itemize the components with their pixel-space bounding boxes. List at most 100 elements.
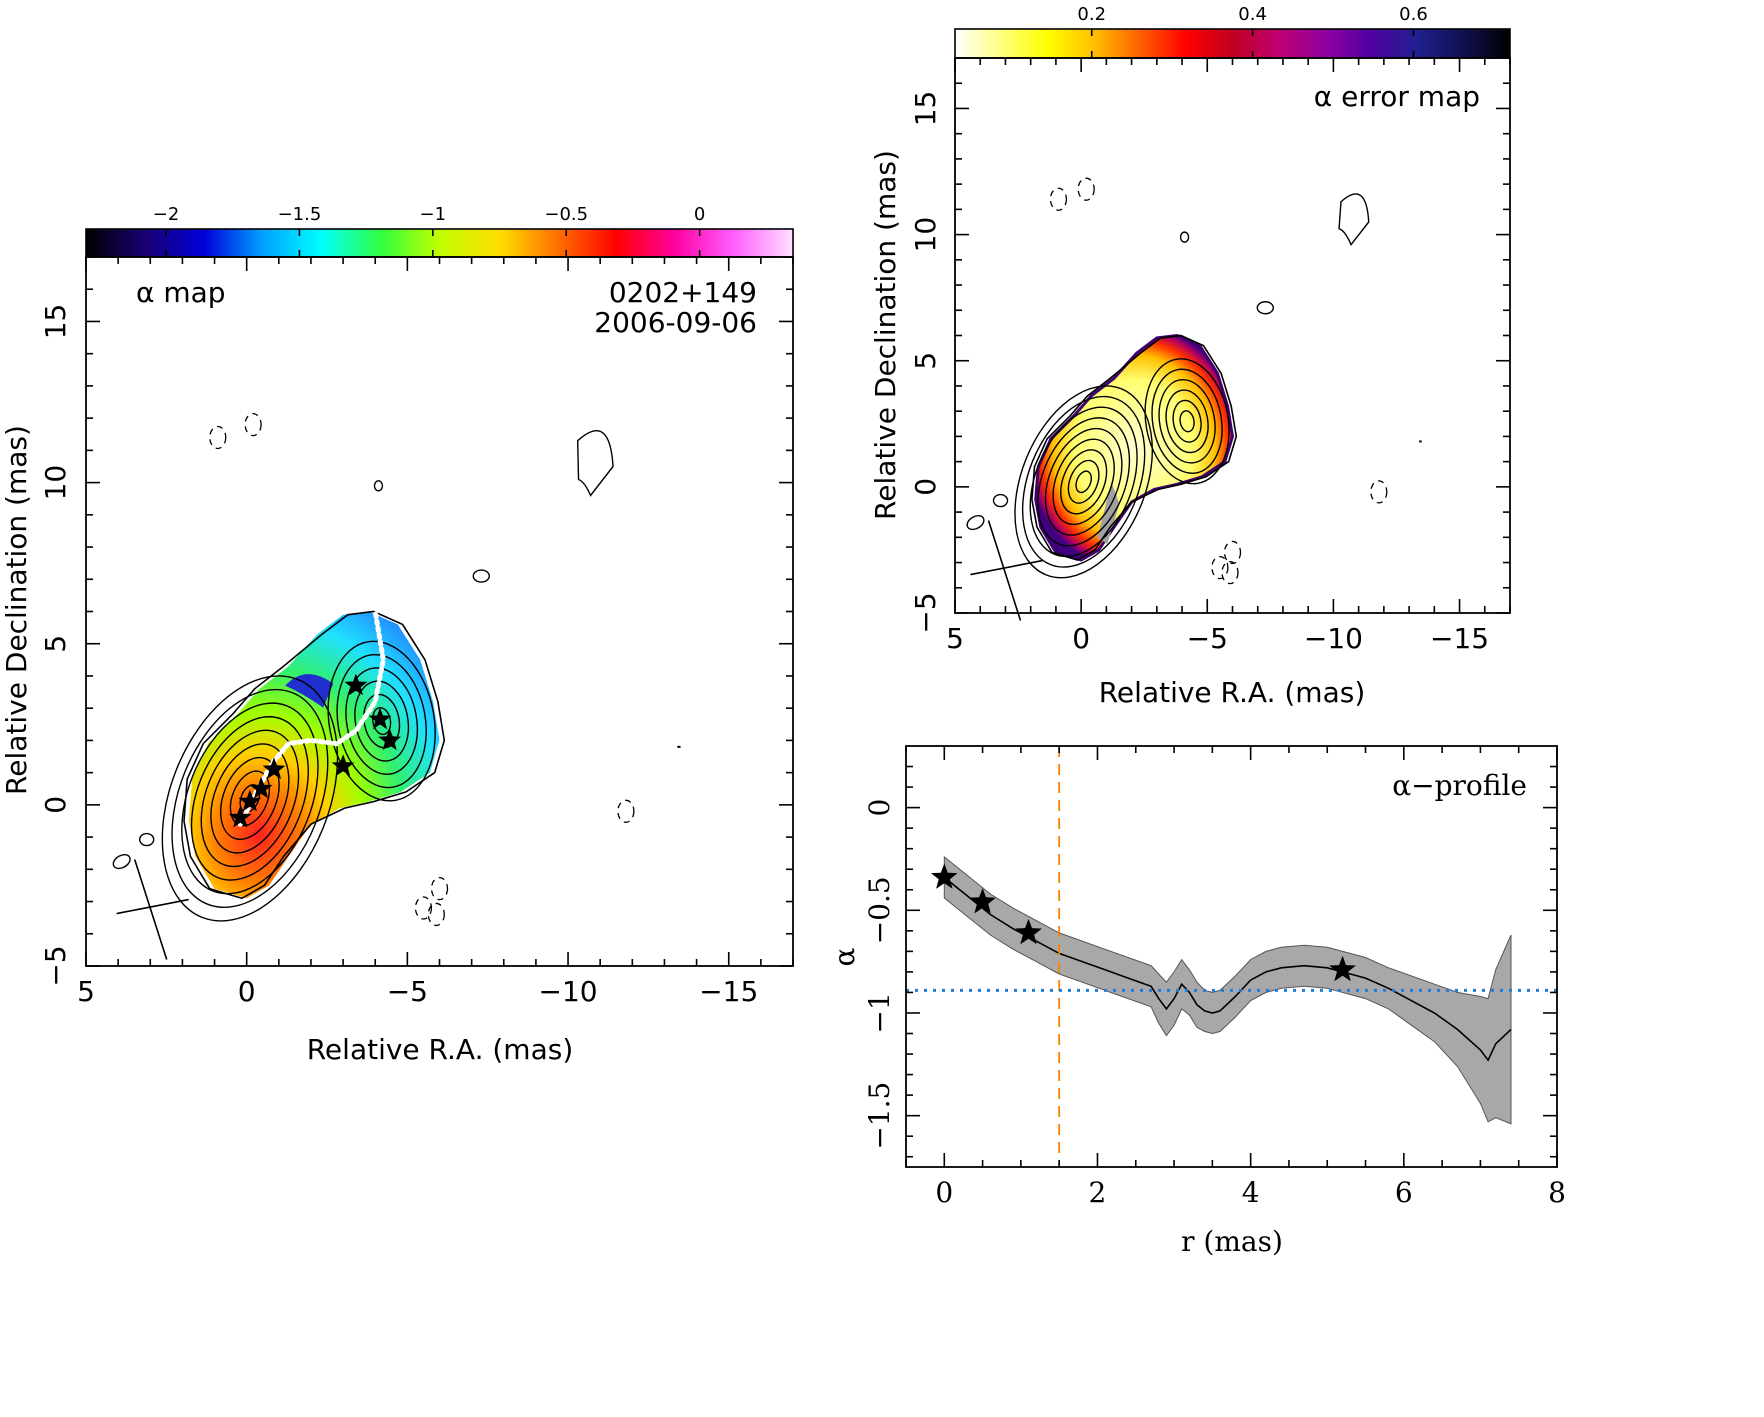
contour-core	[1060, 449, 1108, 515]
error-map-ylabel: Relative Declination (mas)	[869, 150, 902, 520]
contour-spot	[1179, 231, 1190, 243]
alpha-colorbar-gradient	[85, 228, 794, 258]
alpha-map-y-tick-label: 0	[39, 796, 72, 814]
contour-core	[1067, 459, 1100, 504]
observation-date: 2006-09-06	[594, 306, 757, 339]
alpha-field	[112, 412, 681, 960]
contour-core	[190, 716, 309, 881]
contour-negative	[1223, 540, 1242, 565]
profile-x-tick-label: 0	[935, 1176, 953, 1209]
component-star	[228, 805, 252, 828]
contour-core	[1044, 427, 1123, 536]
profile-y-tick-label: 0	[863, 799, 896, 817]
alpha-colorbar-tick-label: 0	[694, 204, 705, 225]
beam-cross	[987, 520, 1022, 621]
profile-xlabel: r (mas)	[1181, 1225, 1283, 1258]
error-map-ticks: 5 0 −5 −10 −15 −5 0 5 10 15	[909, 57, 1511, 655]
beam-cross	[970, 559, 1043, 576]
contour-negative	[427, 902, 445, 927]
contour-outer	[1031, 334, 1238, 561]
contour-negative	[244, 412, 262, 437]
contour-knot	[1151, 368, 1223, 474]
error-map-x-tick-label: 0	[1072, 622, 1090, 655]
alpha-error-map-panel: 0.2 0.4 0.6 5 0 −5 −10 −15 −5 0 5 10 15 α error map…	[869, 4, 1511, 709]
contour-core	[200, 729, 300, 868]
alpha-color-field	[188, 611, 440, 899]
contour-negative	[209, 425, 227, 450]
contour-knot	[1144, 358, 1230, 485]
profile-y-tick-label: −0.5	[863, 876, 896, 944]
contour-core	[1052, 438, 1115, 526]
alpha-colorbar-tick-label: −2	[153, 204, 180, 225]
profile-plot	[906, 746, 1557, 1167]
error-colorbar: 0.2 0.4 0.6	[954, 4, 1511, 59]
alpha-map-x-tick-label: 5	[77, 975, 95, 1008]
contour-knot	[1158, 378, 1216, 464]
contour-knot	[1172, 399, 1202, 443]
profile-line	[943, 876, 1512, 1062]
profile-x-tick-label: 4	[1242, 1176, 1260, 1209]
alpha-profile-panel: 0 2 4 6 8 0 −0.5 −1 −1.5 α−profile r (mas) α	[828, 745, 1566, 1258]
contour-spot	[1338, 193, 1370, 247]
contour-spot	[472, 569, 490, 583]
contour-spot	[1256, 301, 1274, 315]
contour-negative	[617, 799, 635, 823]
error-map-x-tick-label: −10	[1304, 622, 1363, 655]
contour-negative	[1077, 177, 1095, 201]
error-map-x-tick-label: 5	[946, 622, 964, 655]
alpha-map-x-tick-label: −15	[699, 975, 758, 1008]
contour-knot	[372, 707, 392, 736]
contour-core	[171, 688, 329, 908]
contour-negative	[1211, 555, 1229, 580]
component-star	[344, 673, 368, 696]
error-color-field	[1034, 333, 1235, 562]
component-star	[368, 707, 392, 730]
error-map-title: α error map	[1314, 80, 1480, 113]
alpha-map-y-tick-label: 10	[39, 465, 72, 501]
profile-y-tick-label: −1	[863, 992, 896, 1033]
error-colorbar-tick-label: 0.2	[1077, 4, 1106, 25]
profile-ticks: 0 2 4 6 8 0 −0.5 −1 −1.5	[863, 746, 1566, 1209]
error-map-y-tick-label: 15	[909, 91, 942, 127]
profile-error-band	[943, 855, 1512, 1125]
contour-core	[181, 702, 319, 895]
component-star	[378, 728, 402, 751]
alpha-map-panel: −2 −1.5 −1 −0.5 0 5 0 −5 −10 −15 −5 0 5 10 15 α map 0…	[0, 204, 794, 1066]
alpha-map-ylabel: Relative Declination (mas)	[0, 425, 33, 795]
contour-outer	[183, 610, 446, 900]
alpha-colorbar: −2 −1.5 −1 −0.5 0	[85, 204, 794, 258]
component-star	[238, 789, 262, 812]
contour-negative	[414, 896, 433, 920]
alpha-map-title: α map	[136, 276, 226, 309]
component-star	[249, 776, 273, 799]
contour-negative	[1221, 560, 1239, 585]
error-colorbar-tick-label: 0.4	[1238, 4, 1267, 25]
contour-core	[1021, 395, 1146, 568]
alpha-map-x-tick-label: −10	[538, 975, 597, 1008]
contour-spot	[576, 429, 614, 497]
beam-ellipse	[992, 493, 1009, 508]
contour-core	[1014, 385, 1154, 579]
alpha-map-y-tick-label: 5	[39, 635, 72, 653]
alpha-map-x-tick-label: −5	[387, 975, 428, 1008]
profile-star	[1015, 918, 1042, 945]
contour-knot	[354, 680, 410, 762]
alpha-colorbar-tick-label: −1.5	[278, 204, 322, 225]
beam-cross	[133, 859, 168, 960]
contour-core	[1029, 406, 1138, 558]
contour-core	[1037, 417, 1131, 547]
contour-knot	[345, 667, 419, 775]
alpha-map-x-tick-label: 0	[238, 975, 256, 1008]
contour-core	[1075, 470, 1092, 494]
profile-star	[1329, 955, 1356, 982]
contour-negative	[430, 877, 449, 901]
error-map-x-tick-label: −15	[1430, 622, 1489, 655]
contour-knot	[1179, 410, 1195, 433]
contour-core	[161, 675, 339, 922]
error-colorbar-tick-label: 0.6	[1399, 4, 1428, 25]
alpha-colorbar-tick-label: −0.5	[544, 204, 588, 225]
profile-x-tick-label: 2	[1089, 1176, 1107, 1209]
profile-star	[931, 863, 958, 889]
error-map-y-tick-label: 10	[909, 217, 942, 253]
alpha-map-y-tick-label: 15	[39, 304, 72, 340]
